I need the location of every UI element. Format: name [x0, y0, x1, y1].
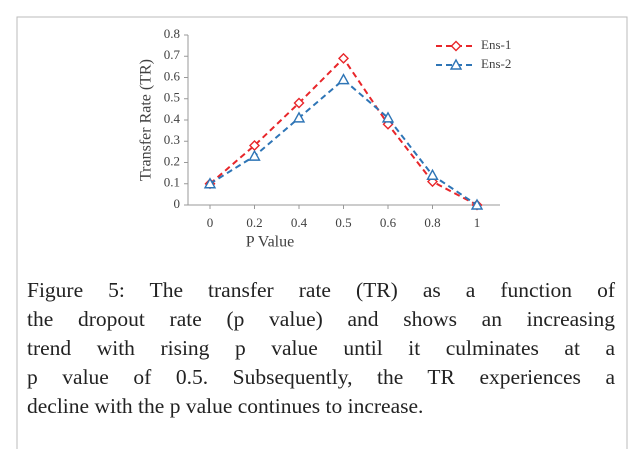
- legend-label: Ens-2: [481, 56, 511, 71]
- y-tick-label: 0.5: [164, 90, 180, 105]
- y-tick-label: 0.7: [164, 47, 181, 62]
- x-tick-label: 0.2: [246, 215, 262, 230]
- caption-line: Figure 5: The transfer rate (TR) as a fu…: [27, 278, 615, 302]
- y-tick-label: 0.6: [164, 68, 181, 83]
- marker: [381, 111, 395, 123]
- x-tick-label: 1: [474, 215, 481, 230]
- caption-line: trend with rising p value until it culmi…: [27, 336, 615, 360]
- marker: [203, 177, 217, 189]
- y-tick-label: 0.8: [164, 26, 180, 41]
- legend-label: Ens-1: [481, 37, 511, 52]
- frame: [16, 16, 628, 449]
- marker: [292, 111, 306, 123]
- line: [209, 78, 478, 206]
- caption-line: decline with the p value continues to in…: [27, 394, 424, 418]
- y-axis-label: Transfer Rate (TR): [138, 59, 155, 181]
- marker: [450, 40, 462, 52]
- marker: [449, 58, 463, 70]
- marker: [293, 97, 305, 109]
- x-tick-label: 0.8: [424, 215, 440, 230]
- y-tick-label: 0.1: [164, 175, 180, 190]
- marker: [426, 168, 439, 180]
- y-tick-label: 0.2: [164, 153, 180, 168]
- marker: [470, 198, 484, 210]
- marker: [337, 73, 350, 85]
- x-tick-label: 0.4: [291, 215, 308, 230]
- marker: [248, 149, 261, 161]
- marker: [338, 52, 349, 64]
- caption-line: the dropout rate (p value) and shows an …: [27, 307, 615, 331]
- caption: Figure 5: The transfer rate (TR) as a fu…: [27, 276, 615, 421]
- y-tick-label: 0.3: [164, 132, 180, 147]
- y-tick-label: 0: [174, 196, 181, 211]
- x-axis-label: P Value: [246, 234, 294, 251]
- caption-line: p value of 0.5. Subsequently, the TR exp…: [27, 365, 615, 389]
- x-tick-label: 0.6: [380, 215, 397, 230]
- y-tick-label: 0.4: [164, 111, 181, 126]
- x-tick-label: 0: [207, 215, 214, 230]
- x-tick-label: 0.5: [335, 215, 351, 230]
